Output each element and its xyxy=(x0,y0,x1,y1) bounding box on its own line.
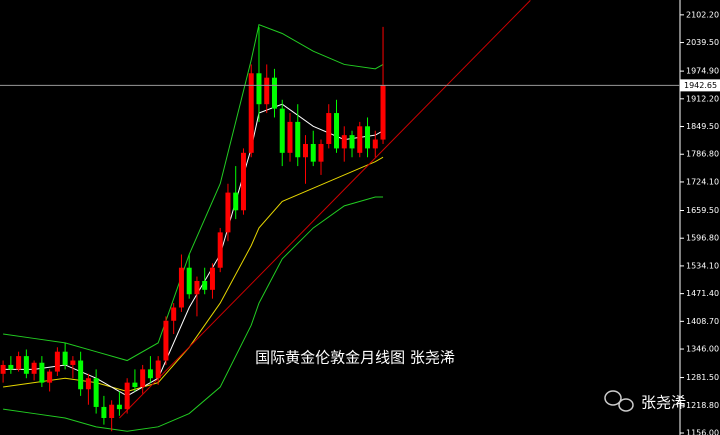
candle-body xyxy=(225,192,231,233)
watermark-icon xyxy=(604,390,634,412)
candle-body xyxy=(365,126,371,149)
y-tick-label: 1156.00 xyxy=(686,429,719,435)
candle-body xyxy=(116,404,122,410)
candle-body xyxy=(380,85,386,140)
candle-body xyxy=(341,135,347,149)
candle-body xyxy=(163,320,169,361)
y-tick-label: 2039.50 xyxy=(686,38,719,47)
candle-body xyxy=(217,232,223,268)
y-tick-label: 1912.20 xyxy=(686,94,719,103)
candle-body xyxy=(23,356,29,374)
candle-body xyxy=(62,351,68,365)
candle-body xyxy=(248,73,254,153)
y-tick-label: 1849.50 xyxy=(686,122,719,131)
y-tick-label: 1281.50 xyxy=(686,373,719,382)
candle-body xyxy=(39,362,45,383)
indicator-line xyxy=(3,23,384,362)
candle-body xyxy=(132,382,138,388)
y-tick-label: 1408.70 xyxy=(686,317,719,326)
candle-body xyxy=(287,121,293,153)
y-tick-label: 1974.90 xyxy=(686,67,719,76)
candle-body xyxy=(349,135,355,149)
candle-body xyxy=(31,362,37,374)
candle-body xyxy=(178,267,184,308)
last-price-box xyxy=(680,79,720,92)
candle-body xyxy=(155,360,161,379)
candle-body xyxy=(171,307,177,321)
plot-area xyxy=(0,0,531,432)
watermark: 张尧浠 xyxy=(641,394,686,412)
candle-body xyxy=(140,369,146,388)
candle-body xyxy=(109,404,115,418)
candle-body xyxy=(295,121,301,158)
candle-body xyxy=(271,77,277,109)
candle-body xyxy=(8,364,14,370)
candle-body xyxy=(124,382,130,410)
candle-body xyxy=(279,108,285,153)
y-tick-label: 1346.00 xyxy=(686,345,719,354)
candle-body xyxy=(54,351,60,372)
y-tick-label: 2102.20 xyxy=(686,10,719,19)
candle-body xyxy=(194,280,200,295)
candle-body xyxy=(240,152,246,211)
indicator-line xyxy=(3,196,384,432)
candle-body xyxy=(147,369,153,379)
candle-body xyxy=(101,406,107,418)
indicator-line xyxy=(3,156,384,392)
candle-body xyxy=(256,73,262,105)
candle-body xyxy=(93,378,99,407)
candle-body xyxy=(334,113,340,149)
candle-body xyxy=(318,143,324,162)
candle-body xyxy=(78,360,84,390)
candle-body xyxy=(16,356,22,370)
trendline xyxy=(119,0,531,419)
candle-body xyxy=(0,364,6,374)
y-tick-label: 1659.50 xyxy=(686,206,719,215)
y-tick-label: 1724.10 xyxy=(686,177,719,186)
candle-body xyxy=(202,280,208,290)
candle-body xyxy=(209,267,215,290)
candle-body xyxy=(47,371,53,383)
last-price-label: 1942.65 xyxy=(684,81,717,90)
candle-body xyxy=(233,192,239,211)
candle-body xyxy=(264,77,270,105)
y-tick-label: 1534.10 xyxy=(686,261,719,270)
candle-body xyxy=(310,143,316,162)
y-tick-label: 1596.80 xyxy=(686,234,719,243)
candle-body xyxy=(186,267,192,295)
candle-body xyxy=(302,143,308,158)
y-tick-label: 1471.40 xyxy=(686,289,719,298)
candle-body xyxy=(70,360,76,365)
chart-title: 国际黄金伦敦金月线图 张尧浠 xyxy=(255,349,455,367)
candle-body xyxy=(326,113,332,144)
candle-body xyxy=(357,126,363,153)
y-tick-label: 1218.80 xyxy=(686,401,719,410)
candle-body xyxy=(85,378,91,390)
y-tick-label: 1786.80 xyxy=(686,150,719,159)
candle-body xyxy=(372,139,378,149)
